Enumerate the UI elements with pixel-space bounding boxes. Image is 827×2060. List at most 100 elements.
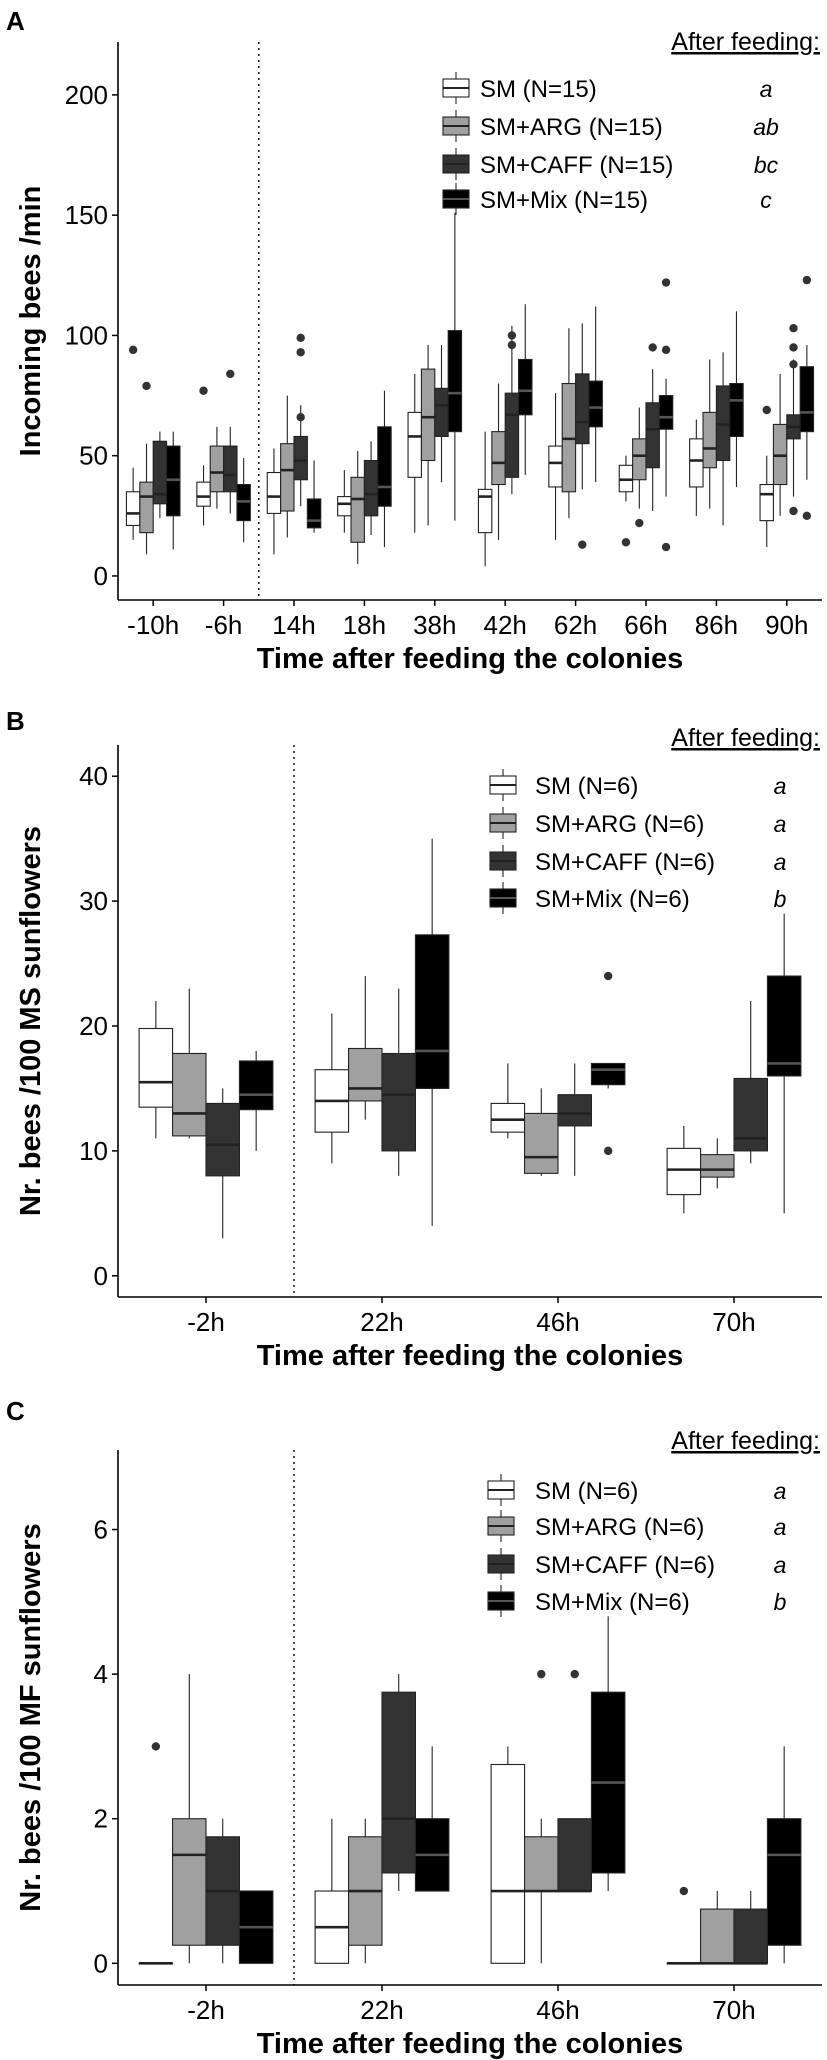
panel-a-outlier bbox=[142, 381, 151, 391]
panel-b-legend-letter: a bbox=[774, 811, 787, 837]
panel-b-legend-label: SM (N=6) bbox=[535, 773, 638, 800]
panel-a-outlier bbox=[648, 343, 657, 352]
panel-c-ytick-label: 6 bbox=[94, 1515, 108, 1545]
panel-c-box bbox=[700, 1908, 735, 1964]
panel-b-xtick-label: -2h bbox=[187, 1307, 225, 1337]
panel-a-box bbox=[491, 431, 506, 486]
panel-b-legend-label: SM+ARG (N=6) bbox=[535, 811, 704, 838]
panel-a-outlier bbox=[635, 518, 644, 528]
panel-a-outlier bbox=[507, 331, 517, 340]
panel-a-legend-letter: c bbox=[760, 187, 772, 213]
panel-b-xtick-label: 22h bbox=[360, 1307, 403, 1337]
panel-c-box bbox=[490, 1763, 526, 1964]
panel-b-ytick-label: 40 bbox=[79, 761, 108, 791]
panel-a-box bbox=[575, 373, 590, 445]
panel-a-box bbox=[799, 366, 815, 433]
panel-c-legend-letter: a bbox=[774, 1552, 787, 1578]
panel-a-outlier bbox=[661, 542, 671, 552]
panel-a-outlier bbox=[789, 324, 798, 333]
panel-a-legend-label: SM+ARG (N=15) bbox=[480, 114, 663, 141]
panel-a-xtick-label: 14h bbox=[272, 610, 315, 640]
panel-b-box bbox=[348, 1047, 383, 1102]
panel-a-box bbox=[377, 426, 392, 507]
panel-b-ytick-label: 0 bbox=[94, 1261, 108, 1291]
panel-a-outlier bbox=[802, 511, 812, 521]
panel-c-xtick-label: 46h bbox=[536, 1995, 579, 2025]
panel-b-box bbox=[414, 934, 450, 1089]
panel-a-box bbox=[280, 443, 295, 512]
panel-c-label: C bbox=[6, 1396, 25, 1426]
panel-c-outlier bbox=[679, 1886, 689, 1896]
panel-c-box bbox=[733, 1908, 768, 1964]
panel-a-outlier bbox=[789, 360, 798, 369]
panel-b-xtick-label: 46h bbox=[536, 1307, 579, 1337]
panel-a-xtick-label: -10h bbox=[127, 610, 179, 640]
panel-a-xtick-label: -6h bbox=[205, 610, 243, 640]
panel-b-outlier bbox=[603, 971, 613, 981]
panel-a-legend-label: SM+CAFF (N=15) bbox=[480, 152, 673, 179]
panel-a-box bbox=[759, 484, 774, 522]
panel-a-outlier bbox=[661, 278, 671, 287]
panel-b-xtick-label: 70h bbox=[712, 1307, 755, 1337]
panel-a-outlier bbox=[762, 405, 771, 415]
panel-a-outlier bbox=[296, 333, 305, 343]
panel-b-legend-letter: b bbox=[774, 886, 787, 912]
panel-a-outlier bbox=[789, 506, 798, 516]
panel-c-ytick-label: 4 bbox=[94, 1659, 108, 1689]
panel-c-outlier bbox=[151, 1742, 161, 1751]
panel-a-box bbox=[658, 395, 674, 430]
panel-b-legend-label: SM+CAFF (N=6) bbox=[535, 849, 715, 876]
panel-a-ytick-label: 150 bbox=[65, 200, 108, 230]
panel-a-box bbox=[196, 481, 211, 507]
panel-a-box bbox=[125, 491, 141, 526]
panel-a-outlier bbox=[507, 340, 517, 350]
panel-a-legend-label: SM+Mix (N=15) bbox=[480, 187, 648, 214]
panel-a-xtick-label: 90h bbox=[765, 610, 808, 640]
panel-a-box bbox=[350, 476, 365, 543]
panel-b-box bbox=[381, 1052, 416, 1152]
panel-a-box bbox=[420, 368, 436, 462]
panel-c-legend-label: SM+Mix (N=6) bbox=[535, 1589, 690, 1616]
panel-c-legend-label: SM+ARG (N=6) bbox=[535, 1514, 704, 1541]
panel-a-xtick-label: 66h bbox=[624, 610, 667, 640]
panel-c-xtick-label: -2h bbox=[187, 1995, 225, 2025]
panel-c-legend-letter: b bbox=[774, 1589, 787, 1615]
panel-a-box bbox=[702, 411, 717, 469]
panel-a-outlier bbox=[802, 275, 812, 285]
panel-c-xtick-label: 22h bbox=[360, 1995, 403, 2025]
panel-b-box bbox=[138, 1027, 174, 1108]
panel-c-ytick-label: 0 bbox=[94, 1948, 108, 1978]
panel-b-box bbox=[700, 1154, 735, 1178]
panel-c-legend-label: SM (N=6) bbox=[535, 1478, 638, 1505]
panel-c-x-title: Time after feeding the colonies bbox=[257, 2028, 684, 2060]
panel-a-label: A bbox=[6, 6, 25, 36]
panel-b-outlier bbox=[603, 1146, 613, 1156]
panel-b-box bbox=[238, 1060, 274, 1111]
panel-a-outlier bbox=[789, 343, 798, 352]
panel-a-xtick-label: 38h bbox=[413, 610, 456, 640]
panel-a-ytick-label: 50 bbox=[79, 441, 108, 471]
panel-a-outlier bbox=[128, 345, 138, 355]
panel-a-box bbox=[306, 498, 322, 529]
panel-b-box bbox=[490, 1102, 526, 1133]
panel-b-legend-letter: a bbox=[774, 849, 787, 875]
panel-c-outlier bbox=[570, 1669, 579, 1679]
panel-b-box bbox=[766, 975, 802, 1077]
panel-a-outlier bbox=[296, 413, 305, 422]
panel-a-legend-label: SM (N=15) bbox=[480, 76, 597, 103]
panel-b-y-title: Nr. bees /100 MS sunflowers bbox=[15, 826, 47, 1216]
panel-c-box bbox=[557, 1818, 592, 1892]
panel-c-y-title: Nr. bees /100 MF sunflowers bbox=[15, 1523, 47, 1911]
panel-b-x-title: Time after feeding the colonies bbox=[257, 1340, 684, 1372]
panel-c-legend-title: After feeding: bbox=[671, 1427, 820, 1455]
panel-a-box bbox=[645, 402, 660, 469]
panel-a-outlier bbox=[226, 369, 235, 379]
panel-b-label: B bbox=[6, 706, 25, 736]
panel-a-xtick-label: 42h bbox=[484, 610, 527, 640]
panel-a-box bbox=[729, 382, 744, 437]
panel-a-outlier bbox=[621, 538, 631, 547]
panel-c-box bbox=[766, 1818, 802, 1946]
panel-c-ytick-label: 2 bbox=[94, 1804, 108, 1834]
panel-a-box bbox=[689, 438, 704, 488]
